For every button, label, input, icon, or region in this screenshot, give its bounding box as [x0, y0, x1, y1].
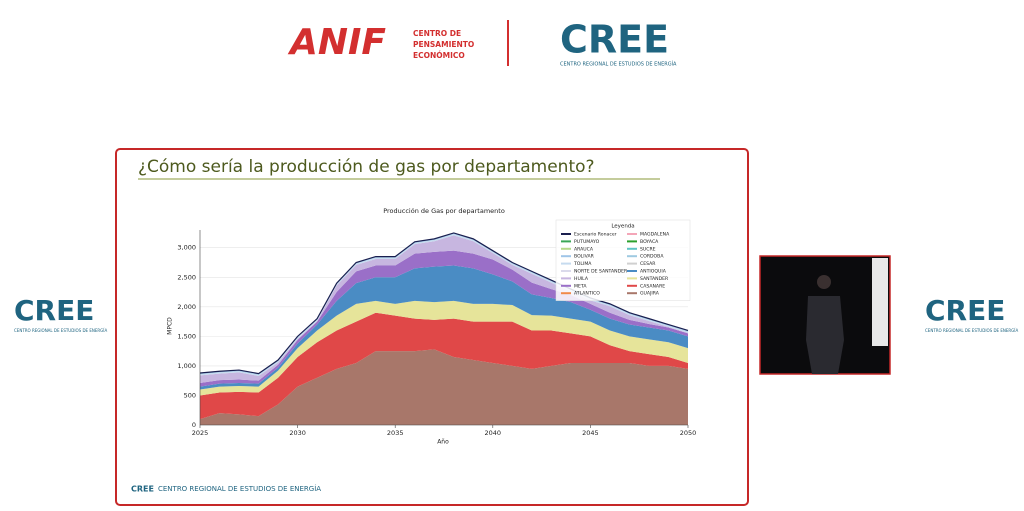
anif-text: CENTRO DE	[413, 29, 461, 38]
legend-label: CASANARE	[640, 283, 665, 289]
anif-logo: ANIF	[287, 22, 386, 63]
cree-sub: CENTRO REGIONAL DE ESTUDIOS DE ENERGÍA	[925, 328, 1018, 333]
y-tick-label: 500	[184, 391, 196, 399]
legend-label: Escenario Ronacer	[574, 232, 617, 238]
y-tick-label: 1,000	[177, 362, 196, 370]
legend-box	[555, 219, 691, 301]
chart-title: Producción de Gas por departamento	[383, 207, 505, 215]
x-tick-label: 2045	[582, 429, 599, 437]
legend-label: NORTE DE SANTANDER	[574, 269, 628, 275]
x-tick-label: 2025	[192, 429, 209, 437]
legend-label: SANTANDER	[640, 276, 669, 282]
footer-text: CENTRO REGIONAL DE ESTUDIOS DE ENERGÍA	[158, 484, 321, 493]
speaker-head	[817, 275, 831, 289]
speaker-body	[806, 296, 844, 374]
y-tick-label: 2,000	[177, 303, 196, 311]
anif-text: ECONÓMICO	[413, 51, 465, 60]
anif-text: PENSAMIENTO	[413, 40, 474, 49]
area	[200, 265, 688, 390]
y-tick-label: 3,000	[177, 244, 196, 252]
legend-label: BOYACA	[640, 239, 659, 245]
area	[200, 300, 688, 396]
legend-label: CESAR	[640, 261, 656, 267]
legend-label: MAGDALENA	[640, 232, 670, 238]
x-tick-label: 2030	[289, 429, 306, 437]
y-tick-label: 0	[192, 421, 196, 429]
y-tick-label: 2,500	[177, 273, 196, 281]
legend-label: HUILA	[574, 276, 589, 282]
cree-sub: CENTRO REGIONAL DE ESTUDIOS DE ENERGÍA	[14, 328, 107, 333]
legend-label: TOLIMA	[573, 261, 592, 267]
footer-logo: CREE	[131, 485, 154, 494]
y-tick-label: 1,500	[177, 332, 196, 340]
x-axis-label: Año	[437, 439, 449, 446]
area	[200, 349, 688, 425]
y-axis-label: MPCD	[167, 317, 174, 335]
cree-logo: CREE	[14, 294, 94, 327]
legend-label: BOLIVAR	[574, 254, 595, 260]
legend-label: GUAJIRA	[640, 291, 660, 297]
plot: 0 500 1,000 1,500 2,000 2,500 3,000 2025 2030 203…	[177, 219, 697, 437]
area	[200, 312, 688, 420]
legend-label: ATLANTICO	[574, 291, 600, 297]
legend-label: ARAUCA	[574, 246, 594, 252]
cree-sub: CENTRO REGIONAL DE ESTUDIOS DE ENERGÍA	[560, 61, 677, 68]
screen-glow	[872, 258, 888, 346]
x-tick-label: 2035	[387, 429, 404, 437]
slide-title: ¿Cómo sería la producción de gas por dep…	[138, 157, 595, 177]
legend-label: META	[574, 283, 587, 289]
cree-logo: CREE	[925, 294, 1005, 327]
line	[199, 232, 689, 375]
legend-label: ANTIOQUIA	[640, 269, 667, 275]
legend-title: Leyenda	[611, 224, 634, 230]
legend-label: SUCRE	[640, 246, 656, 252]
x-tick-label: 2050	[680, 429, 697, 437]
legend-label: PUTUMAYO	[574, 239, 600, 245]
cree-logo: CREE	[560, 18, 669, 62]
x-tick-label: 2040	[485, 429, 502, 437]
legend-label: CORDOBA	[640, 254, 664, 260]
